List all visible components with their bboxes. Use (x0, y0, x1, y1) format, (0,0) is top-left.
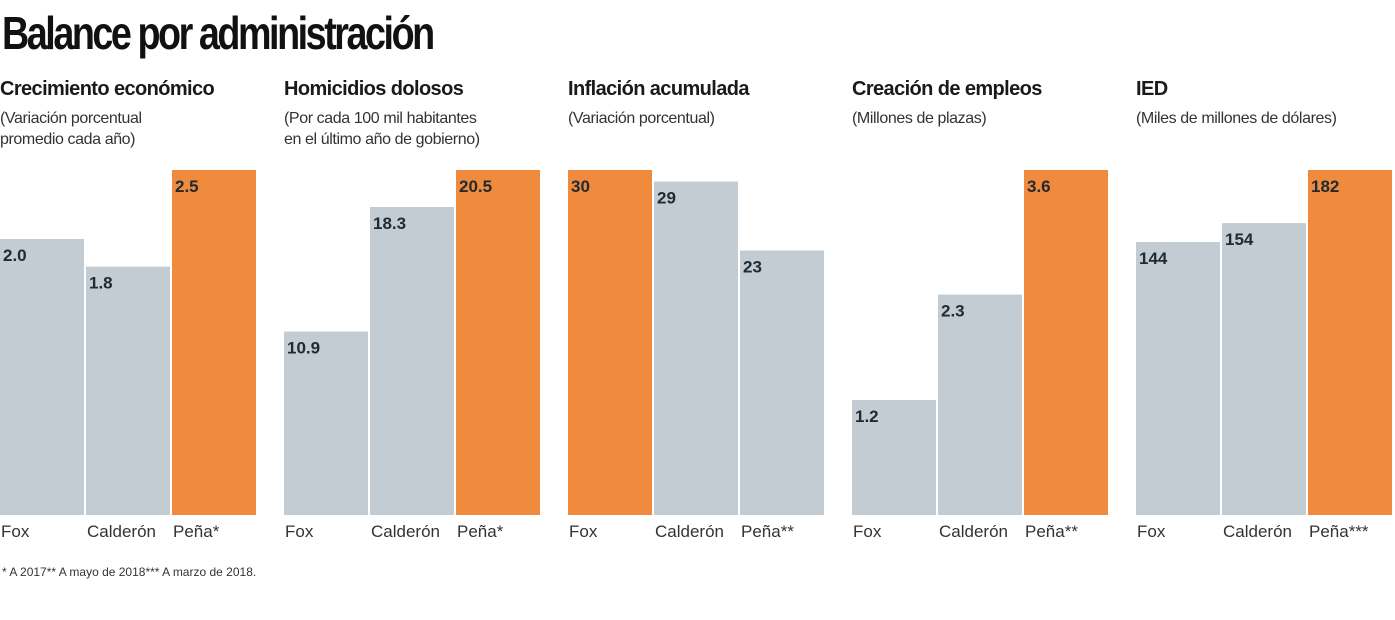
chart-panel-2: Homicidios dolosos (Por cada 100 mil habi… (284, 78, 554, 548)
category-label: Calderón (371, 522, 440, 541)
panel-subtitle: (Variación porcentual) (568, 110, 715, 127)
bar-fox (1136, 242, 1220, 515)
bar-value-label: 2.5 (175, 177, 199, 196)
panel-title: Homicidios dolosos (284, 78, 464, 100)
bar-plot: 10.9 Fox 18.3 Calderón 20.5 Peña* (284, 170, 540, 541)
bar-plot: 2.0 Fox 1.8 Calderón 2.5 Peña* (0, 170, 256, 541)
bar-calderón (86, 266, 170, 515)
category-label: Calderón (939, 522, 1008, 541)
bar-value-label: 20.5 (459, 177, 492, 196)
panel-subtitle: (Por cada 100 mil habitantes en el últim… (284, 110, 480, 148)
bar-peña (172, 170, 256, 515)
bar-value-label: 2.0 (3, 246, 27, 265)
bar-value-label: 18.3 (373, 214, 406, 233)
chart-panel-5: IED (Miles de millones de dólares) 144 Fox 1… (1136, 78, 1395, 548)
category-label: Fox (1, 522, 30, 541)
category-label: Peña* (457, 522, 504, 541)
footnote: * A 2017** A mayo de 2018*** A marzo de … (2, 565, 257, 579)
bar-value-label: 1.8 (89, 274, 113, 293)
chart-panel-4: Creación de empleos (Millones de plazas) 1… (852, 78, 1122, 548)
category-label: Fox (853, 522, 882, 541)
category-label: Fox (1137, 522, 1166, 541)
category-label: Calderón (87, 522, 156, 541)
bar-plot: 1.2 Fox 2.3 Calderón 3.6 Peña** (852, 170, 1108, 541)
bar-peña (456, 170, 540, 515)
bar-value-label: 144 (1139, 249, 1168, 268)
category-label: Fox (569, 522, 598, 541)
bar-calderón (938, 294, 1022, 515)
panel-title: Crecimiento económico (0, 78, 215, 100)
bar-calderón (370, 207, 454, 515)
chart-title: Balance por administración (2, 7, 435, 59)
bar-peña (1308, 170, 1392, 515)
bar-fox (852, 400, 936, 515)
bar-plot: 30 Fox 29 Calderón 23 Peña** (568, 170, 824, 541)
bar-value-label: 154 (1225, 230, 1254, 249)
bar-value-label: 23 (743, 258, 762, 277)
category-label: Peña** (1025, 522, 1078, 541)
panel-title: Inflación acumulada (568, 78, 749, 100)
category-label: Peña* (173, 522, 220, 541)
bar-calderón (654, 181, 738, 515)
category-label: Calderón (655, 522, 724, 541)
panel-subtitle: (Variación porcentual promedio cada año) (0, 110, 142, 148)
bar-fox (568, 170, 652, 515)
bar-value-label: 30 (571, 177, 590, 196)
panel-subtitle: (Millones de plazas) (852, 110, 987, 127)
category-label: Peña*** (1309, 522, 1369, 541)
bar-value-label: 182 (1311, 177, 1339, 196)
panel-title: Creación de empleos (852, 78, 1042, 100)
bar-value-label: 3.6 (1027, 177, 1051, 196)
bar-peña (1024, 170, 1108, 515)
bar-calderón (1222, 223, 1306, 516)
bar-fox (0, 239, 84, 515)
bar-value-label: 10.9 (287, 339, 320, 358)
chart-panel-1: Crecimiento económico (Variación porcentu… (0, 78, 270, 548)
bar-value-label: 29 (657, 189, 676, 208)
category-label: Calderón (1223, 522, 1292, 541)
bar-value-label: 1.2 (855, 407, 879, 426)
category-label: Peña** (741, 522, 794, 541)
bar-fox (284, 331, 368, 515)
panel-subtitle: (Miles de millones de dólares) (1136, 110, 1337, 127)
panel-title: IED (1136, 78, 1168, 100)
bar-peña (740, 250, 824, 515)
chart-panel-3: Inflación acumulada (Variación porcentual… (568, 78, 838, 548)
bar-plot: 144 Fox 154 Calderón 182 Peña*** (1136, 170, 1392, 541)
bar-value-label: 2.3 (941, 302, 965, 321)
category-label: Fox (285, 522, 314, 541)
